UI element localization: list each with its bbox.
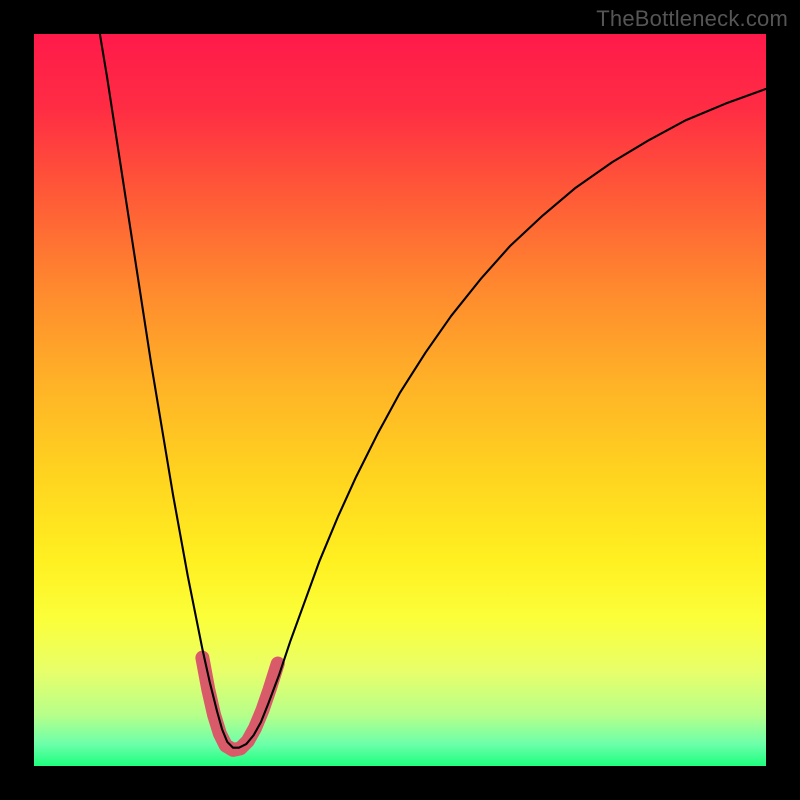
highlight-v-bottom [202,658,277,750]
chart-overlay [34,34,766,766]
bottleneck-curve [100,34,766,748]
plot-area [34,34,766,766]
watermark-text: TheBottleneck.com [596,6,788,32]
